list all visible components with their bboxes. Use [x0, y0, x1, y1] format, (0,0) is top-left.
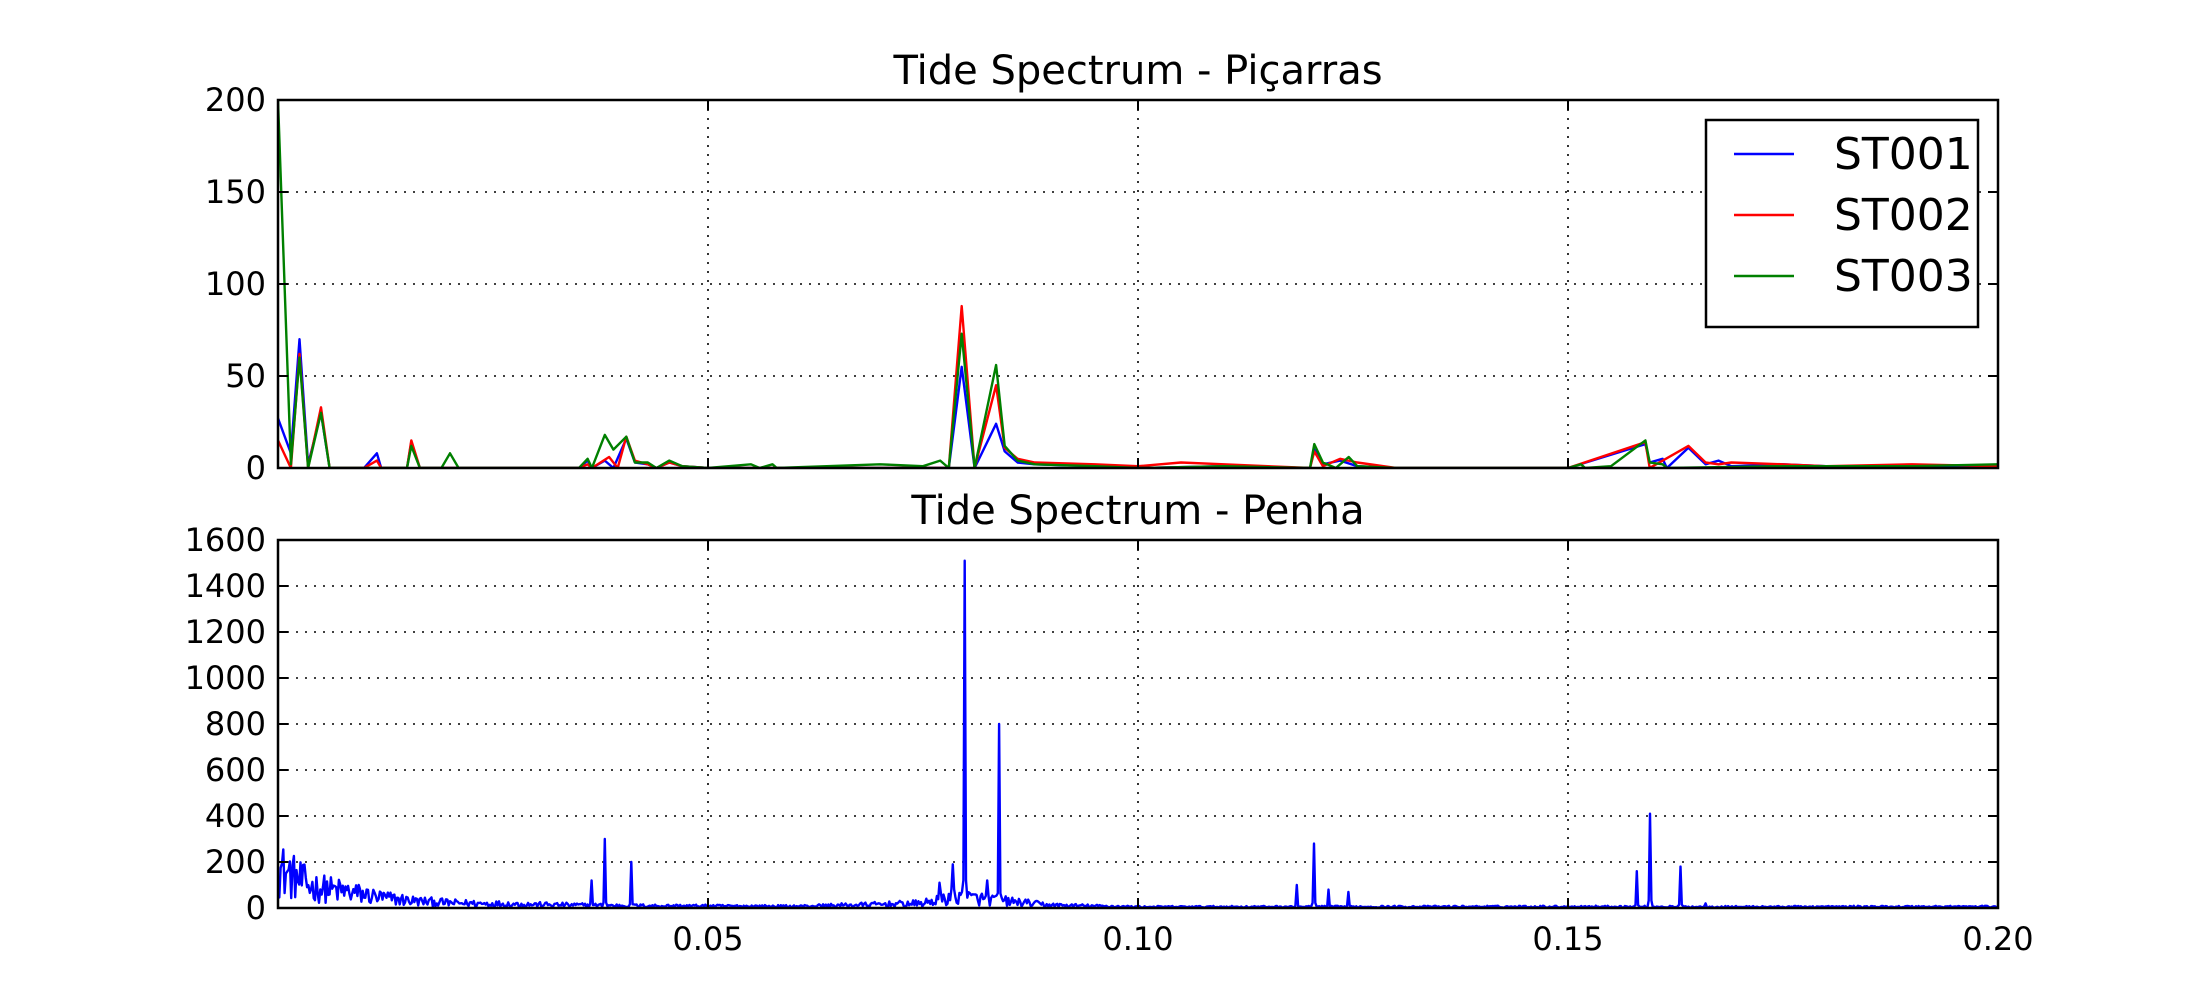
y-tick-label: 0 [246, 889, 266, 927]
y-tick-label: 200 [205, 843, 266, 881]
legend-label: ST003 [1834, 251, 1973, 302]
y-tick-label: 50 [225, 357, 266, 395]
x-tick-label: 0.20 [1962, 920, 2033, 958]
y-tick-label: 1400 [185, 567, 266, 605]
y-tick-label: 1000 [185, 659, 266, 697]
series-line-st001 [278, 338, 1998, 468]
legend-label: ST002 [1834, 190, 1973, 241]
chart-picarras: Tide Spectrum - Piçarras 0 50 100 150 200 ST00… [205, 48, 2000, 487]
legend-label: ST001 [1834, 129, 1973, 180]
chart-title: Tide Spectrum - Penha [910, 488, 1364, 534]
y-tick-label: 200 [205, 81, 266, 119]
y-tick-label: 600 [205, 751, 266, 789]
plot-area [278, 100, 1998, 468]
x-tick-label: 0.15 [1532, 920, 1603, 958]
x-tick-label: 0.10 [1102, 920, 1173, 958]
y-tick-label: 1200 [185, 613, 266, 651]
y-tick-label: 800 [205, 705, 266, 743]
chart-title: Tide Spectrum - Piçarras [892, 48, 1382, 94]
series-line-st003 [278, 100, 1998, 468]
y-tick-label: 400 [205, 797, 266, 835]
y-tick-label: 0 [246, 449, 266, 487]
y-tick-label: 100 [205, 265, 266, 303]
y-tick-label: 150 [205, 173, 266, 211]
legend: ST001 ST002 ST003 [1704, 118, 1980, 329]
y-tick-label: 1600 [185, 521, 266, 559]
x-tick-label: 0.05 [672, 920, 743, 958]
chart-penha: Tide Spectrum - Penha 0 200 400 600 800 1000 12… [185, 488, 2034, 958]
